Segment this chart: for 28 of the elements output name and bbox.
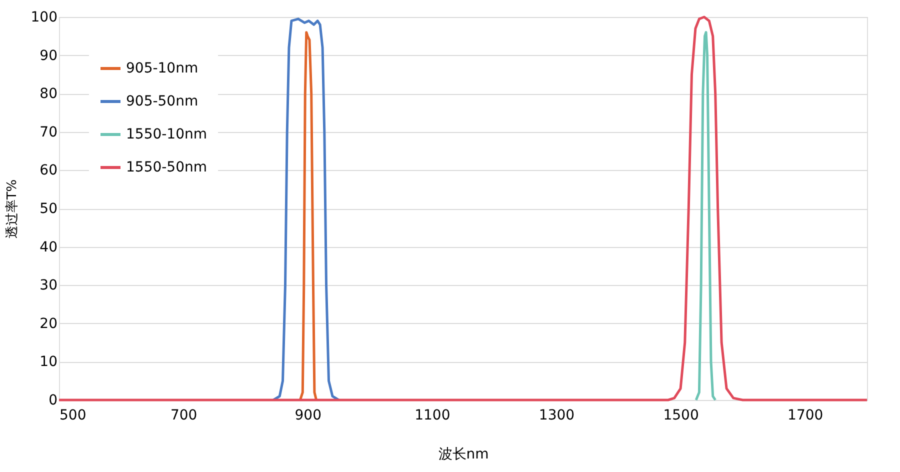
line-series (58, 16, 868, 402)
legend-label: 1550-50nm (126, 160, 208, 176)
line-series (694, 31, 717, 402)
y-tick-label: 90 (40, 48, 58, 64)
x-tick-label: 1300 (538, 408, 575, 424)
y-tick-label: 80 (40, 86, 58, 102)
y-tick-label: 30 (40, 278, 58, 294)
y-tick-label: 70 (40, 124, 58, 140)
legend-label: 905-10nm (126, 60, 198, 76)
legend-label: 905-50nm (126, 94, 198, 110)
legend-label: 1550-10nm (126, 126, 208, 142)
x-tick-label: 500 (60, 408, 86, 424)
y-axis-title: 透过率T% (4, 179, 20, 239)
y-tick-label: 60 (40, 162, 58, 179)
x-tick-label: 1500 (663, 408, 699, 424)
x-tick-label: 900 (294, 408, 322, 424)
x-tick-label: 1700 (788, 408, 824, 424)
y-tick-label: 40 (40, 239, 58, 256)
line-series (298, 31, 318, 402)
y-tick-label: 50 (40, 201, 58, 217)
y-tick-label: 20 (40, 316, 58, 332)
x-tick-label: 700 (170, 408, 198, 424)
line-series (272, 18, 340, 402)
y-tick-label: 0 (48, 392, 58, 408)
y-tick-label: 100 (30, 10, 58, 26)
x-tick-label: 1100 (414, 408, 450, 424)
y-tick-label: 10 (40, 354, 58, 370)
x-axis-title: 波长nm (438, 446, 489, 462)
